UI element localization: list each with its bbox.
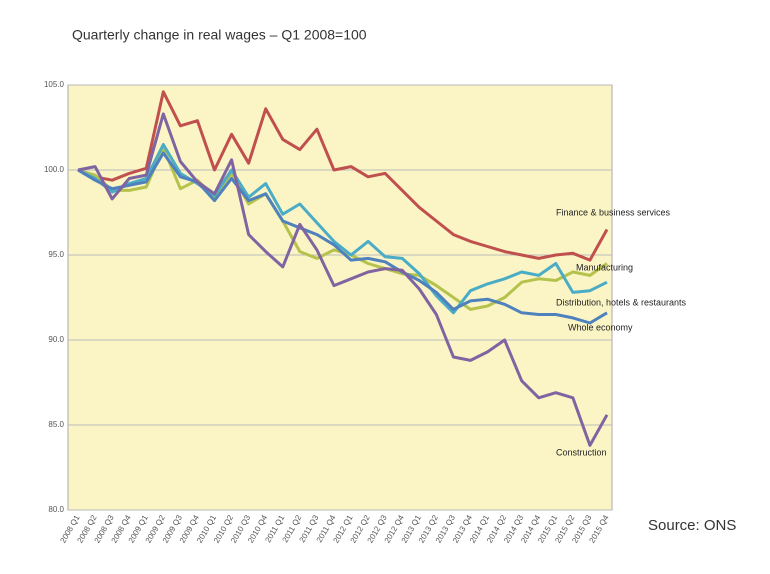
- y-tick-label: 100.0: [44, 165, 65, 174]
- series-line: [77, 90, 609, 262]
- series-label: Construction: [556, 447, 607, 457]
- series-label: Whole economy: [568, 322, 633, 332]
- series-label: Finance & business services: [556, 207, 671, 217]
- y-tick-label: 95.0: [48, 250, 64, 259]
- series-label: Manufacturing: [576, 262, 633, 272]
- y-tick-label: 80.0: [48, 505, 64, 514]
- series-line: [77, 143, 608, 315]
- source: Source: ONS: [648, 517, 736, 534]
- y-tick-label: 85.0: [48, 420, 64, 429]
- series-line: [77, 112, 609, 447]
- y-tick-label: 105.0: [44, 80, 65, 89]
- y-tick-label: 90.0: [48, 335, 64, 344]
- series-label: Distribution, hotels & restaurants: [556, 297, 687, 307]
- series-line: [77, 151, 608, 325]
- chart-title: Quarterly change in real wages – Q1 2008…: [72, 27, 367, 43]
